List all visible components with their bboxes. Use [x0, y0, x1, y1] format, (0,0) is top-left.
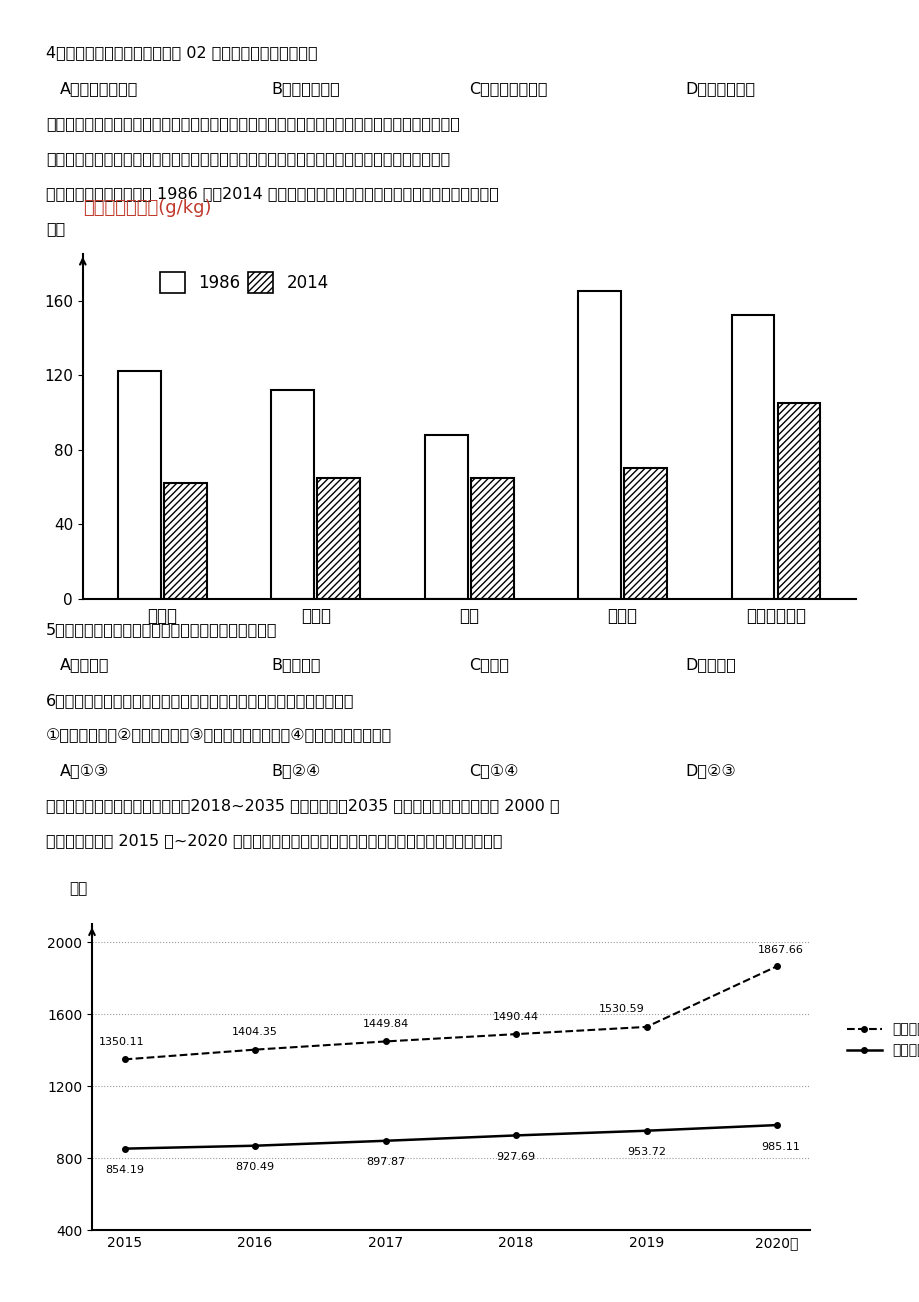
Bar: [777, 404, 820, 599]
Text: C．①④: C．①④: [469, 763, 518, 779]
Bar: [271, 391, 314, 599]
Text: 土壤有机质含量(g/kg): 土壤有机质含量(g/kg): [83, 199, 211, 217]
Text: A．暗棕壤: A．暗棕壤: [60, 658, 109, 673]
Text: 854.19: 854.19: [105, 1165, 144, 1176]
Text: 1490.44: 1490.44: [493, 1012, 539, 1022]
Text: 土壤是发展农业生产和保障粮食安全的基础条件，而有机质含量是衡量土壤肥力的重要指标，: 土壤是发展农业生产和保障粮食安全的基础条件，而有机质含量是衡量土壤肥力的重要指标…: [46, 116, 460, 132]
Text: 《广州市国土空间总体规划（2018~2035 年）》提出，2035 年广州市常住人口控制在 2000 万: 《广州市国土空间总体规划（2018~2035 年）》提出，2035 年广州市常住…: [46, 798, 559, 814]
Legend: 常住人口, 户籍人口: 常住人口, 户籍人口: [841, 1017, 919, 1064]
Text: 985.11: 985.11: [761, 1142, 800, 1152]
Text: 是我国东北某农业生产区 1986 年、2014 年分别测定的土壤有机质含量柱状图。据此完成下面小: 是我国东北某农业生产区 1986 年、2014 年分别测定的土壤有机质含量柱状图…: [46, 186, 498, 202]
Bar: [425, 435, 467, 599]
Bar: [317, 478, 360, 599]
Bar: [118, 371, 161, 599]
Text: 4．与飞机遥感相比，高分三号 02 星具有的优势是（　　）: 4．与飞机遥感相比，高分三号 02 星具有的优势是（ ）: [46, 46, 317, 61]
Text: D．探测范围大: D．探测范围大: [685, 81, 754, 96]
Text: D．②③: D．②③: [685, 763, 735, 779]
Text: 953.72: 953.72: [627, 1147, 665, 1157]
Bar: [731, 315, 774, 599]
Text: B．草甸土: B．草甸土: [271, 658, 321, 673]
Text: 6．下列对保护该地区土壤肥力和保障农业生产有积极作用的是（　　）: 6．下列对保护该地区土壤肥力和保障农业生产有积极作用的是（ ）: [46, 693, 354, 708]
Text: ①推行秸秆还田②增加化肥用量③实施合理的轮作制度④提高作物种植的密度: ①推行秸秆还田②增加化肥用量③实施合理的轮作制度④提高作物种植的密度: [46, 728, 391, 743]
Bar: [623, 469, 666, 599]
Text: 927.69: 927.69: [496, 1152, 535, 1163]
Text: 1867.66: 1867.66: [757, 945, 803, 956]
Text: 870.49: 870.49: [235, 1163, 275, 1172]
Legend: 1986, 2014: 1986, 2014: [153, 266, 335, 299]
Text: 897.87: 897.87: [366, 1157, 404, 1168]
Text: D．沼泽土: D．沼泽土: [685, 658, 735, 673]
Text: C．图像分辨率高: C．图像分辨率高: [469, 81, 547, 96]
Text: B．②④: B．②④: [271, 763, 321, 779]
Text: 1530.59: 1530.59: [598, 1004, 643, 1014]
Text: C．黑土: C．黑土: [469, 658, 508, 673]
Text: 题。: 题。: [46, 221, 65, 237]
Text: A．运转机动灵活: A．运转机动灵活: [60, 81, 138, 96]
Bar: [577, 292, 620, 599]
Bar: [164, 483, 207, 599]
Text: 人左右。下图是 2015 年~2020 年广州市户籍人口与常住人口变化折线图。据此完成下面小题。: 人左右。下图是 2015 年~2020 年广州市户籍人口与常住人口变化折线图。据…: [46, 833, 502, 849]
Text: 万人: 万人: [69, 880, 87, 896]
Text: 1350.11: 1350.11: [99, 1036, 144, 1047]
Text: B．建造成本低: B．建造成本低: [271, 81, 340, 96]
Text: 1404.35: 1404.35: [232, 1027, 278, 1038]
Text: 东北地区是我国土壤有机质含量较高区域，受多种因素影响，其有机质含量出现下降状况。下图: 东北地区是我国土壤有机质含量较高区域，受多种因素影响，其有机质含量出现下降状况。…: [46, 151, 449, 167]
Text: A．①③: A．①③: [60, 763, 109, 779]
Bar: [471, 478, 513, 599]
Text: 1449.84: 1449.84: [362, 1019, 408, 1029]
Text: 5．该地有机质含量下降最明显的土壤类型是（　　）: 5．该地有机质含量下降最明显的土壤类型是（ ）: [46, 622, 278, 638]
